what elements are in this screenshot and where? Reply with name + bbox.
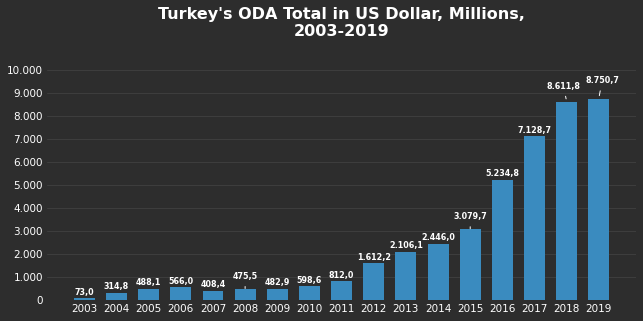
Bar — [524, 136, 545, 300]
Bar — [556, 102, 577, 300]
Text: 2.106,1: 2.106,1 — [389, 241, 423, 250]
Text: 7.128,7: 7.128,7 — [518, 126, 552, 135]
Bar — [267, 289, 287, 300]
Bar — [203, 291, 223, 300]
Text: 5.234,8: 5.234,8 — [485, 169, 520, 178]
Bar — [138, 289, 159, 300]
Text: 812,0: 812,0 — [329, 271, 354, 280]
Text: 408,4: 408,4 — [201, 280, 226, 289]
Bar — [363, 263, 384, 300]
Bar — [460, 229, 481, 300]
Text: 482,9: 482,9 — [264, 278, 290, 287]
Title: Turkey's ODA Total in US Dollar, Millions,
2003-2019: Turkey's ODA Total in US Dollar, Million… — [158, 7, 525, 39]
Text: 314,8: 314,8 — [104, 282, 129, 291]
Text: 475,5: 475,5 — [233, 272, 258, 289]
Text: 1.612,2: 1.612,2 — [357, 253, 391, 262]
Text: 8.750,7: 8.750,7 — [585, 76, 619, 96]
Text: 598,6: 598,6 — [297, 276, 322, 285]
Bar — [170, 287, 191, 300]
Bar — [331, 281, 352, 300]
Bar — [235, 289, 255, 300]
Bar — [299, 286, 320, 300]
Bar — [74, 298, 95, 300]
Text: 73,0: 73,0 — [75, 288, 94, 297]
Bar — [106, 293, 127, 300]
Bar — [492, 180, 513, 300]
Bar — [395, 252, 417, 300]
Text: 488,1: 488,1 — [136, 278, 161, 287]
Bar — [428, 244, 449, 300]
Bar — [588, 99, 610, 300]
Text: 2.446,0: 2.446,0 — [421, 233, 455, 242]
Text: 3.079,7: 3.079,7 — [453, 212, 487, 229]
Text: 8.611,8: 8.611,8 — [547, 82, 581, 99]
Text: 566,0: 566,0 — [168, 276, 194, 285]
